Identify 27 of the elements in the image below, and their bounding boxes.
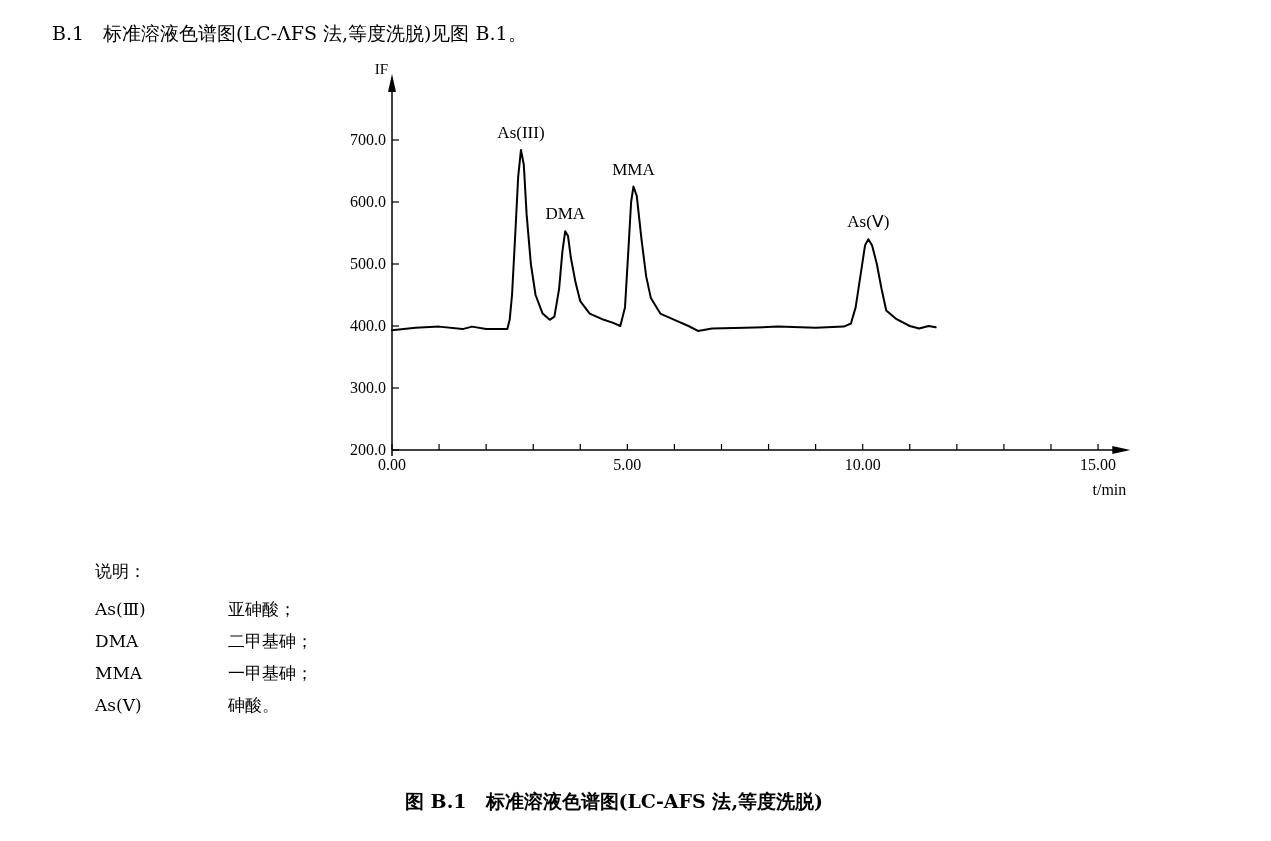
y-axis-title: IF: [374, 61, 388, 77]
y-tick-label: 500.0: [350, 255, 386, 272]
text: 一甲基砷；: [228, 663, 313, 683]
x-tick-label: 0.00: [378, 456, 406, 473]
x-tick-label: 5.00: [613, 456, 642, 473]
x-axis-title: t/min: [1092, 481, 1127, 498]
annotation: As(III): [497, 122, 545, 142]
annotation: As(Ⅴ): [847, 212, 890, 232]
y-tick-label: 200.0: [350, 441, 386, 458]
text: 说明：: [95, 561, 146, 581]
annotation: MMA: [612, 159, 656, 179]
x-tick-label: 10.00: [844, 456, 881, 473]
text: MMA: [95, 663, 143, 683]
annotation: DMA: [545, 204, 586, 224]
text: DMA: [95, 631, 140, 651]
x-tick-label: 15.00: [1080, 456, 1117, 473]
text: 亚砷酸；: [228, 599, 296, 619]
y-tick-label: 400.0: [350, 317, 386, 334]
y-tick-label: 600.0: [350, 193, 386, 210]
text: 图 B.1 标准溶液色谱图(LC-AFS 法,等度洗脱): [405, 790, 824, 812]
text: 二甲基砷；: [228, 631, 313, 651]
text: As(Ⅴ): [94, 695, 142, 715]
text: As(Ⅲ): [94, 599, 146, 619]
chart-subtitle: B.1 标准溶液色谱图(LC-ΛFS 法,等度洗脱)见图 B.1。: [52, 22, 527, 44]
y-tick-label: 700.0: [350, 131, 386, 148]
y-tick-label: 300.0: [350, 379, 386, 396]
text: 砷酸。: [227, 695, 279, 715]
